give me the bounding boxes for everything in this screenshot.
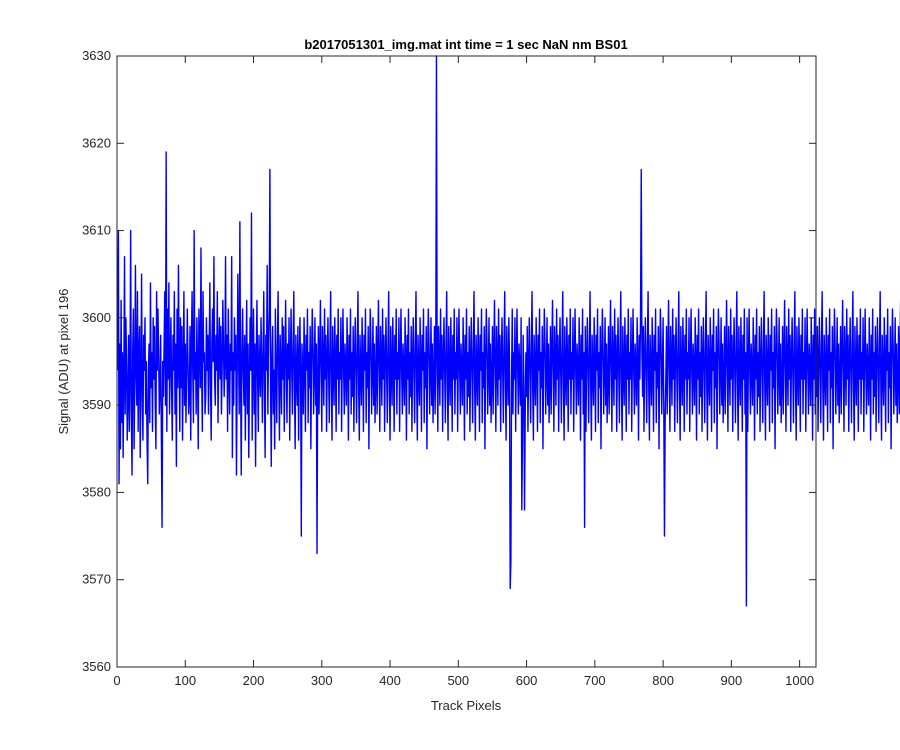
y-axis: 3560 3570 3580 3590 3600 3610 3620 3630 (82, 48, 816, 674)
y-tick-label: 3620 (82, 135, 111, 150)
chart-title: b2017051301_img.mat int time = 1 sec NaN… (304, 37, 627, 52)
y-tick-label: 3610 (82, 223, 111, 238)
x-tick-label: 600 (516, 673, 538, 688)
y-tick-label: 3590 (82, 397, 111, 412)
y-tick-label: 3630 (82, 48, 111, 63)
x-tick-label: 0 (113, 673, 120, 688)
plot-frame (116, 55, 817, 668)
x-tick-label: 200 (243, 673, 265, 688)
y-tick-label: 3560 (82, 659, 111, 674)
x-tick-label: 500 (447, 673, 469, 688)
x-tick-label: 900 (721, 673, 743, 688)
x-axis: 0 100 200 300 400 500 600 700 800 900 1000 (113, 56, 814, 688)
series-layer (116, 55, 900, 607)
x-axis-label: Track Pixels (431, 698, 502, 713)
series-line (116, 55, 900, 607)
y-tick-label: 3600 (82, 310, 111, 325)
x-tick-label: 100 (174, 673, 196, 688)
x-tick-label: 1000 (785, 673, 814, 688)
x-tick-label: 800 (652, 673, 674, 688)
x-tick-label: 400 (379, 673, 401, 688)
y-tick-label: 3580 (82, 484, 111, 499)
x-tick-label: 700 (584, 673, 606, 688)
y-tick-label: 3570 (82, 572, 111, 587)
x-tick-label: 300 (311, 673, 333, 688)
y-axis-label: Signal (ADU) at pixel 196 (56, 289, 71, 435)
